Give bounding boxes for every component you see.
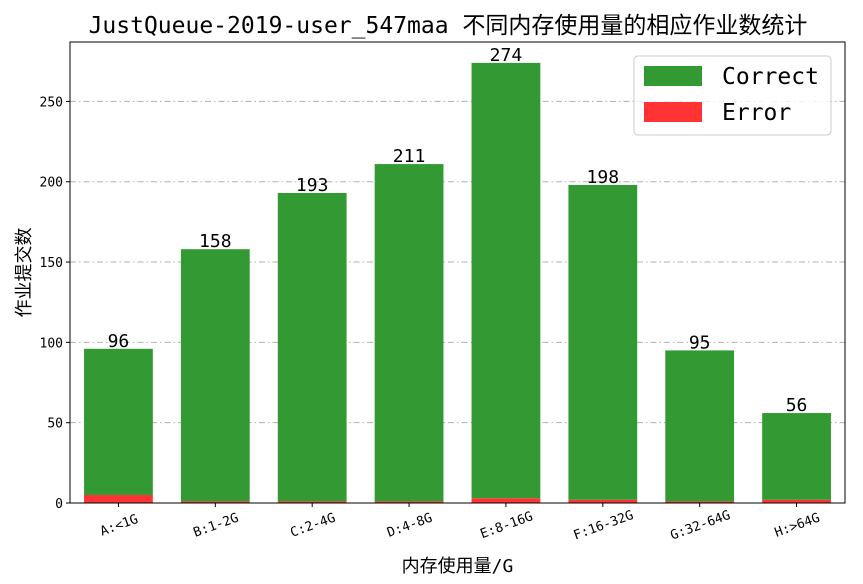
x-tick-label: E:8-16G	[478, 509, 535, 542]
y-tick-label: 50	[47, 417, 63, 432]
legend-swatch-error	[644, 102, 702, 122]
y-tick-label: 0	[55, 497, 63, 512]
legend: Correct Error	[633, 55, 832, 136]
bar-value-label: 193	[296, 175, 329, 196]
bar-correct-6	[665, 350, 735, 502]
bar-correct-1	[180, 249, 250, 502]
y-tick-label: 200	[40, 176, 63, 191]
bar-correct-5	[568, 184, 638, 500]
bar-correct-0	[84, 348, 153, 495]
y-tick-label: 250	[40, 95, 63, 110]
bar-error-2	[277, 501, 347, 503]
bar-error-5	[568, 499, 638, 503]
x-tick-label: H:>64G	[773, 511, 822, 541]
bar-error-4	[471, 498, 541, 503]
x-tick-label: B:1-2G	[191, 511, 240, 541]
bar-value-label: 274	[490, 45, 523, 66]
bar-error-7	[762, 499, 831, 503]
chart-title: JustQueue-2019-user_547maa 不同内存使用量的相应作业数…	[89, 13, 808, 39]
bar-correct-3	[374, 164, 444, 502]
bar-value-label: 198	[587, 167, 620, 188]
bar-error-6	[665, 501, 735, 503]
gridlines	[70, 100, 845, 424]
bar-value-labels: 96 158 193 211 274 198 95 56	[108, 45, 808, 416]
x-tick-label: F:16-32G	[572, 508, 636, 544]
x-tick-label: D:4-8G	[385, 511, 434, 541]
bar-correct-7	[762, 413, 831, 500]
x-tick-label: A:<1G	[98, 512, 140, 540]
bar-correct-4	[471, 62, 541, 499]
bar-value-label: 56	[786, 395, 808, 416]
x-axis-label: 内存使用量/G	[402, 556, 514, 577]
x-tick-label: C:2-4G	[288, 511, 337, 541]
legend-label-error: Error	[722, 100, 791, 126]
x-tick-label: G:32-64G	[669, 508, 733, 544]
bar-value-label: 211	[393, 146, 426, 167]
bar-error-3	[374, 501, 444, 503]
bar-error-0	[84, 494, 153, 503]
y-axis: 0 50 100 150 200 250	[40, 95, 70, 512]
legend-swatch-correct	[644, 66, 702, 86]
y-axis-label: 作业提交数	[14, 228, 35, 318]
x-axis: A:<1G B:1-2G C:2-4G D:4-8G E:8-16G F:16-32G G:…	[98, 503, 822, 543]
plot-frame	[69, 41, 846, 504]
bars	[84, 62, 831, 503]
y-tick-label: 100	[40, 336, 63, 351]
bar-value-label: 96	[108, 331, 130, 352]
bar-value-label: 158	[199, 231, 232, 252]
bar-error-1	[180, 501, 250, 503]
bar-correct-2	[277, 192, 347, 502]
bar-value-label: 95	[689, 332, 711, 353]
y-tick-label: 150	[40, 256, 63, 271]
legend-label-correct: Correct	[722, 64, 819, 90]
